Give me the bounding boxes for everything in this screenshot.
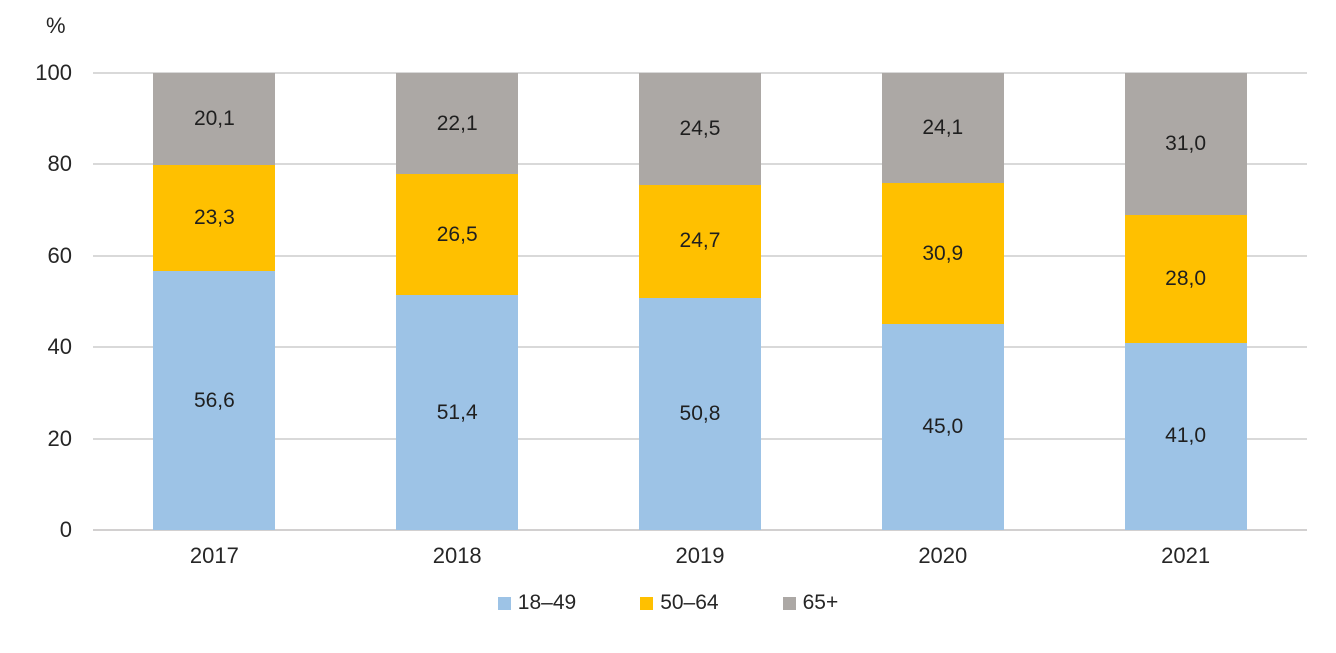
bar-segment-2021-50–64: 28,0 — [1124, 214, 1247, 343]
x-axis: 2017 2018 2019 2020 2021 — [93, 543, 1307, 569]
gridline — [93, 72, 1307, 74]
bar-slot-2018: 51,4 26,5 22,1 — [336, 73, 579, 530]
legend-swatch-icon — [497, 596, 511, 610]
stacked-bar-2021: 41,0 28,0 31,0 — [1124, 73, 1247, 530]
y-axis-tick-label: 60 — [47, 242, 72, 268]
data-label: 30,9 — [922, 241, 964, 265]
data-label: 50,8 — [679, 401, 721, 425]
legend-item-18–49: 18–49 — [497, 591, 577, 615]
data-label: 24,5 — [679, 117, 721, 140]
y-axis-tick-label: 80 — [47, 151, 72, 177]
bars-layer: 56,6 23,3 20,1 51,4 26,5 22,1 50,8 24,7 24,5 45,0… — [93, 73, 1307, 530]
data-label: 31,0 — [1165, 131, 1207, 155]
bar-segment-2018-18–49: 51,4 — [396, 295, 519, 530]
x-axis-line — [93, 529, 1307, 531]
legend-swatch-icon — [782, 596, 796, 610]
y-axis-tick-label: 0 — [59, 517, 72, 542]
x-axis-tick-label-2017: 2017 — [189, 543, 239, 568]
bar-segment-2020-65+: 24,1 — [881, 73, 1004, 184]
x-axis-tick-label-2018: 2018 — [432, 543, 482, 568]
data-label: 26,5 — [436, 222, 478, 246]
legend-swatch-icon — [640, 596, 654, 610]
bar-segment-2019-65+: 24,5 — [638, 73, 761, 185]
bar-slot-2017: 56,6 23,3 20,1 — [93, 73, 336, 530]
data-label: 23,3 — [193, 206, 235, 230]
bar-segment-2018-50–64: 26,5 — [396, 174, 519, 296]
legend-item-50–64: 50–64 — [640, 591, 719, 615]
data-label: 45,0 — [922, 415, 964, 439]
stacked-bar-2017: 56,6 23,3 20,1 — [153, 73, 276, 530]
y-axis: 0 20 40 60 80 100 — [0, 61, 72, 542]
bar-segment-2017-65+: 20,1 — [153, 73, 276, 165]
y-axis-tick-label: 20 — [47, 425, 72, 451]
plot-area: 56,6 23,3 20,1 51,4 26,5 22,1 50,8 24,7 24,5 45,0… — [93, 72, 1307, 531]
x-axis-tick-label-2021: 2021 — [1161, 543, 1211, 568]
x-axis-tick-label-2019: 2019 — [675, 543, 725, 568]
bar-segment-2020-18–49: 45,0 — [881, 324, 1004, 530]
bar-segment-2019-50–64: 24,7 — [638, 184, 761, 298]
bar-segment-2021-65+: 31,0 — [1124, 73, 1247, 215]
bar-slot-2019: 50,8 24,7 24,5 — [579, 73, 822, 530]
y-axis-unit-label: % — [46, 13, 66, 38]
bar-segment-2019-18–49: 50,8 — [638, 297, 761, 530]
bar-slot-2020: 45,0 30,9 24,1 — [821, 73, 1064, 530]
stacked-bar-2018: 51,4 26,5 22,1 — [396, 73, 519, 530]
x-axis-tick-label-2020: 2020 — [918, 543, 968, 568]
bar-segment-2017-18–49: 56,6 — [153, 271, 276, 530]
stacked-bar-2020: 45,0 30,9 24,1 — [881, 73, 1004, 530]
data-label: 41,0 — [1165, 424, 1207, 448]
bar-segment-2020-50–64: 30,9 — [881, 183, 1004, 325]
data-label: 56,6 — [193, 388, 235, 412]
legend-label: 50–64 — [660, 591, 719, 614]
bar-segment-2018-65+: 22,1 — [396, 73, 519, 175]
legend-label: 65+ — [802, 591, 839, 614]
data-label: 51,4 — [436, 400, 478, 424]
data-label: 20,1 — [193, 106, 235, 130]
y-axis-tick-label: 100 — [35, 60, 72, 85]
bar-segment-2021-18–49: 41,0 — [1124, 342, 1247, 530]
legend-item-65+: 65+ — [782, 591, 839, 615]
data-label: 22,1 — [436, 111, 478, 135]
data-label: 24,1 — [922, 116, 964, 140]
bar-segment-2017-50–64: 23,3 — [153, 164, 276, 272]
data-label: 24,7 — [679, 229, 721, 253]
stacked-bar-2019: 50,8 24,7 24,5 — [638, 73, 761, 530]
bar-slot-2021: 41,0 28,0 31,0 — [1064, 73, 1307, 530]
data-label: 28,0 — [1165, 266, 1207, 290]
legend-label: 18–49 — [517, 591, 577, 614]
y-axis-tick-label: 40 — [47, 334, 72, 360]
legend: 18–49 50–64 65+ — [0, 591, 1336, 615]
